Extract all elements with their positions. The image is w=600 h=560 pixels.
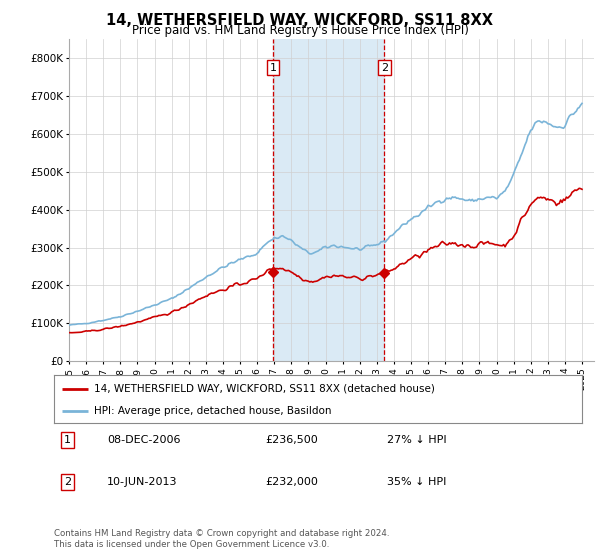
Bar: [273, 39, 385, 361]
Text: £236,500: £236,500: [265, 435, 318, 445]
Text: Contains HM Land Registry data © Crown copyright and database right 2024.
This d: Contains HM Land Registry data © Crown c…: [54, 529, 389, 549]
Text: 14, WETHERSFIELD WAY, WICKFORD, SS11 8XX (detached house): 14, WETHERSFIELD WAY, WICKFORD, SS11 8XX…: [94, 384, 434, 394]
Text: 2: 2: [381, 63, 388, 73]
Text: 35% ↓ HPI: 35% ↓ HPI: [386, 477, 446, 487]
Text: 08-DEC-2006: 08-DEC-2006: [107, 435, 181, 445]
Text: 1: 1: [64, 435, 71, 445]
Text: 27% ↓ HPI: 27% ↓ HPI: [386, 435, 446, 445]
Text: 10-JUN-2013: 10-JUN-2013: [107, 477, 178, 487]
Text: 1: 1: [269, 63, 277, 73]
Text: Price paid vs. HM Land Registry's House Price Index (HPI): Price paid vs. HM Land Registry's House …: [131, 24, 469, 37]
Text: 14, WETHERSFIELD WAY, WICKFORD, SS11 8XX: 14, WETHERSFIELD WAY, WICKFORD, SS11 8XX: [107, 13, 493, 28]
Text: £232,000: £232,000: [265, 477, 318, 487]
Text: HPI: Average price, detached house, Basildon: HPI: Average price, detached house, Basi…: [94, 406, 331, 416]
Text: 2: 2: [64, 477, 71, 487]
